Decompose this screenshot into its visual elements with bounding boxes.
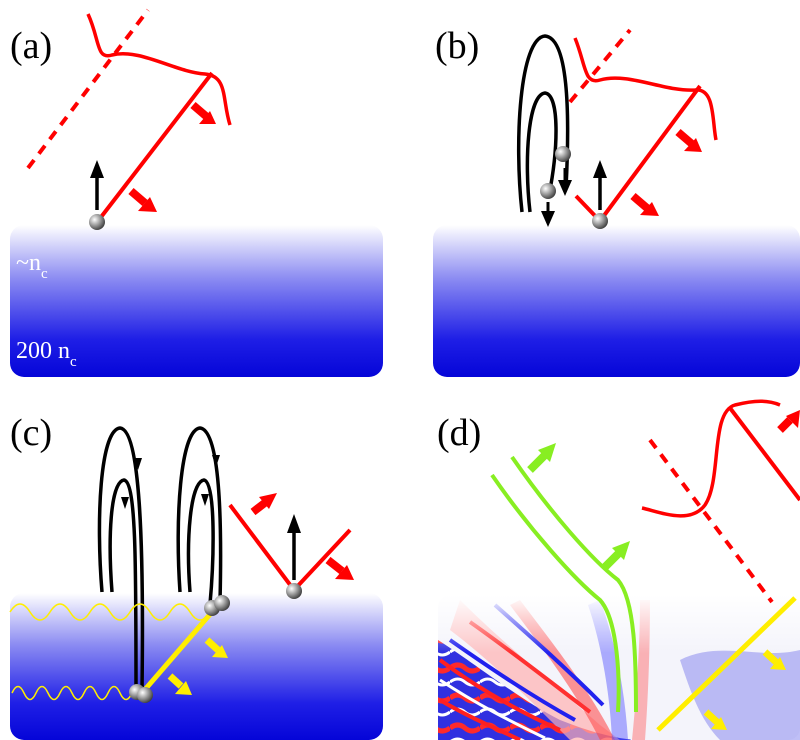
transmitted-ray-d1 xyxy=(490,473,621,713)
electron-c4 xyxy=(137,687,153,703)
panel-c: (c) xyxy=(9,412,383,740)
trajectory-arrowhead-c1 xyxy=(134,458,142,470)
panel-label-d: (d) xyxy=(437,412,481,454)
laser-ray-c-reflected xyxy=(292,528,352,592)
harmonic-ray-d xyxy=(656,596,797,732)
harmonic-arrow-c1 xyxy=(204,637,228,658)
electron-trajectory-c1 xyxy=(97,426,145,691)
plasma-slab-b xyxy=(433,225,800,377)
laser-ray-c-incoming xyxy=(228,503,296,592)
electron-trajectory-c4 xyxy=(186,478,215,605)
laser-pulse-envelope-a xyxy=(86,13,232,126)
trajectory-arrowhead-c3 xyxy=(212,455,220,467)
electron-b1 xyxy=(555,146,571,162)
panel-label-b: (b) xyxy=(435,25,479,67)
propagation-arrow-a2 xyxy=(128,187,157,212)
laser-ray-b xyxy=(598,84,702,223)
harmonic-arrow-d1 xyxy=(762,649,786,670)
panel-label-a: (a) xyxy=(10,25,52,67)
density-label-near: ~nc xyxy=(16,250,48,282)
harmonic-arrow-d2 xyxy=(703,709,727,730)
transmitted-ray-d2 xyxy=(510,455,638,713)
electron-down-arrow-b2 xyxy=(541,202,555,227)
transmitted-arrow-d1 xyxy=(527,443,556,473)
trajectory-arrowhead-c2 xyxy=(121,497,129,509)
propagation-arrow-c1 xyxy=(250,493,277,516)
propagation-arrow-a1 xyxy=(190,101,216,124)
incident-laser-dashed-d xyxy=(648,438,774,604)
propagation-arrow-c2 xyxy=(325,556,354,580)
electron-trajectory-b2 xyxy=(525,91,558,213)
transmitted-arrow-d2 xyxy=(601,541,630,571)
panel-label-c: (c) xyxy=(10,412,52,454)
electron-b2 xyxy=(540,183,556,199)
incident-laser-dashed-b xyxy=(568,28,632,104)
propagation-arrow-b1 xyxy=(675,128,702,152)
plasma-slab-a xyxy=(10,225,383,377)
electron-motion-arrow-b xyxy=(593,160,607,210)
harmonic-ray-c xyxy=(140,610,214,695)
harmonic-wave-surface xyxy=(9,603,211,621)
electron-motion-arrow-c xyxy=(287,514,301,580)
harmonic-arrow-c2 xyxy=(167,673,192,695)
electron-down-arrow-b1 xyxy=(558,168,572,196)
propagation-arrow-d xyxy=(777,410,800,433)
incident-laser-dashed-a xyxy=(26,8,150,170)
density-label-deep: 200 nc xyxy=(16,338,77,370)
electron-a xyxy=(89,214,105,230)
panel-b: (b) xyxy=(433,25,800,377)
electron-trajectory-c2 xyxy=(108,478,138,691)
electron-trajectory-b1 xyxy=(516,34,570,213)
harmonic-wave-deep xyxy=(11,685,133,701)
electron-motion-arrow-a xyxy=(90,160,104,210)
panel-a: (a) ~nc 200 nc xyxy=(10,8,383,377)
trajectory-arrowhead-c4 xyxy=(201,494,209,506)
electron-trajectory-c3 xyxy=(176,426,223,603)
laser-pulse-envelope-d xyxy=(641,399,781,518)
plasma-slab-c xyxy=(10,593,383,740)
electron-c xyxy=(286,583,302,599)
electron-c2 xyxy=(214,595,230,611)
laser-ray-d xyxy=(728,406,800,502)
propagation-arrow-b2 xyxy=(630,192,659,216)
electron-b xyxy=(592,213,608,229)
laser-ray-a xyxy=(96,71,214,223)
laser-pulse-envelope-b xyxy=(573,37,718,141)
panel-d: (d) xyxy=(437,399,800,740)
